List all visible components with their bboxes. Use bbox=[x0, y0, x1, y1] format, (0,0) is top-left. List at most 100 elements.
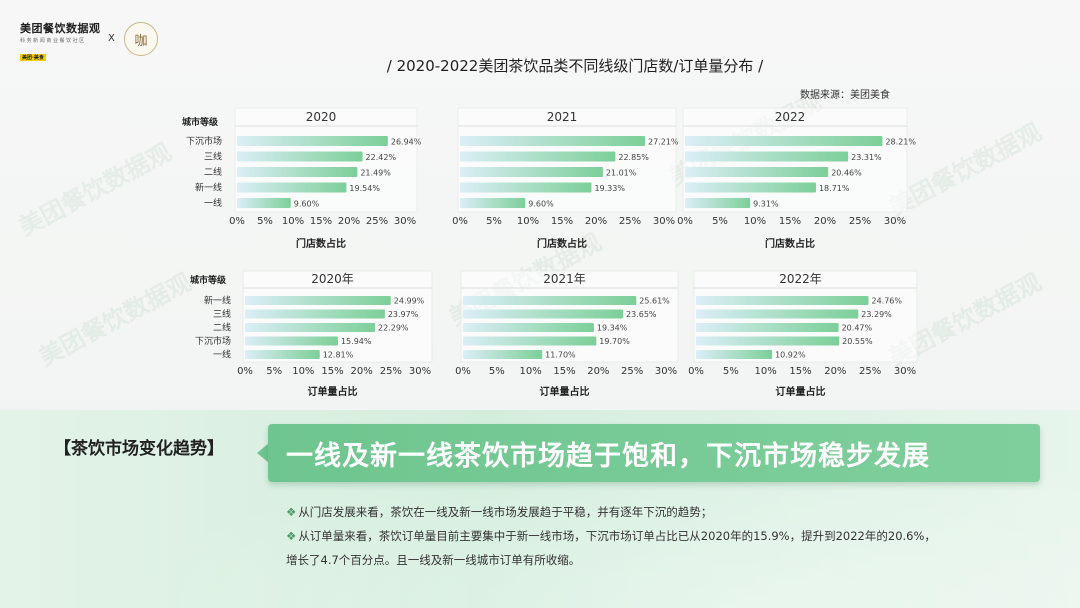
year-label: 2022 bbox=[775, 110, 806, 124]
city-tier-header: 城市等级 bbox=[182, 116, 219, 128]
axis-tick-label: 25% bbox=[859, 366, 881, 377]
page-title: / 2020-2022美团茶饮品类不同线级门店数/订单量分布 / bbox=[386, 57, 764, 75]
data-bar bbox=[460, 182, 592, 193]
data-bar bbox=[463, 350, 543, 359]
bar-value-label: 10.92% bbox=[775, 351, 806, 360]
bar-value-label: 24.99% bbox=[394, 297, 425, 306]
data-bar bbox=[685, 167, 829, 177]
axis-tick-label: 30% bbox=[894, 366, 916, 377]
bar-value-label: 19.54% bbox=[349, 184, 380, 193]
logo-subtitle: 科 务 新 闻 商 业 餐 饮 社 区 bbox=[20, 38, 85, 44]
axis-tick-label: 10% bbox=[744, 216, 766, 227]
x-axis-title: 订单量占比 bbox=[540, 385, 590, 398]
year-label: 2021 bbox=[547, 110, 578, 124]
axis-tick-label: 10% bbox=[292, 366, 314, 377]
data-bar bbox=[463, 296, 637, 305]
bar-value-label: 22.85% bbox=[618, 153, 649, 162]
data-bar bbox=[696, 336, 840, 346]
headline-text: 一线及新一线茶饮市场趋于饱和，下沉市场稳步发展 bbox=[286, 440, 930, 472]
category-label: 二线 bbox=[204, 166, 222, 178]
bar-value-label: 23.65% bbox=[626, 310, 657, 319]
category-label: 三线 bbox=[213, 308, 231, 320]
axis-tick-label: 30% bbox=[653, 216, 675, 227]
axis-tick-label: 30% bbox=[409, 366, 431, 377]
headline-banner: 一线及新一线茶饮市场趋于饱和，下沉市场稳步发展 bbox=[268, 424, 1040, 482]
axis-tick-label: 25% bbox=[366, 216, 388, 227]
axis-tick-label: 20% bbox=[824, 366, 846, 377]
axis-tick-label: 5% bbox=[486, 216, 502, 227]
axis-tick-label: 0% bbox=[677, 216, 693, 227]
data-bar bbox=[685, 136, 883, 146]
data-bar bbox=[460, 198, 526, 208]
axis-tick-label: 15% bbox=[321, 366, 343, 377]
axis-tick-label: 15% bbox=[789, 366, 811, 377]
axis-tick-label: 15% bbox=[551, 216, 573, 227]
category-label: 一线 bbox=[204, 197, 222, 209]
x-axis-title: 门店数占比 bbox=[537, 237, 587, 250]
bullet-diamond-icon: ❖ bbox=[286, 505, 297, 519]
axis-tick-label: 0% bbox=[452, 216, 468, 227]
bar-value-label: 9.60% bbox=[528, 200, 554, 209]
bullet-text: 从门店发展来看，茶饮在一线及新一线市场发展趋于平稳，并有逐年下沉的趋势； bbox=[298, 505, 713, 519]
category-label: 二线 bbox=[213, 322, 231, 334]
data-bar bbox=[245, 296, 391, 305]
axis-tick-label: 5% bbox=[266, 366, 282, 377]
data-bar bbox=[245, 350, 320, 359]
axis-tick-label: 5% bbox=[712, 216, 728, 227]
axis-tick-label: 5% bbox=[257, 216, 273, 227]
bar-value-label: 19.70% bbox=[599, 337, 630, 346]
data-bar bbox=[685, 182, 816, 193]
brand-logo: 美团餐饮数据观 科 务 新 闻 商 业 餐 饮 社 区 美团·美食 bbox=[20, 20, 101, 63]
partner-logo-glyph: 咖 bbox=[134, 33, 148, 49]
data-bar bbox=[685, 151, 849, 162]
bullet-item: ❖ 从订单量来看，茶饮订单量目前主要集中于新一线市场，下沉市场订单占比已从2020… bbox=[286, 524, 1046, 548]
axis-tick-label: 20% bbox=[585, 216, 607, 227]
bar-value-label: 18.71% bbox=[819, 184, 850, 193]
data-bar bbox=[237, 182, 347, 193]
axis-tick-label: 20% bbox=[338, 216, 360, 227]
data-bar bbox=[237, 136, 388, 146]
bar-value-label: 24.76% bbox=[871, 297, 902, 306]
bar-value-label: 20.55% bbox=[842, 337, 873, 346]
data-bar bbox=[463, 336, 597, 346]
logo-title: 美团餐饮数据观 bbox=[20, 22, 101, 35]
category-label: 下沉市场 bbox=[195, 335, 231, 347]
axis-tick-label: 5% bbox=[723, 366, 739, 377]
axis-tick-label: 25% bbox=[621, 366, 643, 377]
category-label: 下沉市场 bbox=[186, 135, 222, 147]
bullet-diamond-icon: ❖ bbox=[286, 529, 297, 543]
bar-value-label: 25.61% bbox=[639, 297, 670, 306]
partner-logo: 咖 bbox=[124, 22, 158, 56]
axis-tick-label: 15% bbox=[310, 216, 332, 227]
bullet-item: 增长了4.7个百分点。且一线及新一线城市订单有所收缩。 bbox=[286, 548, 1046, 572]
bar-value-label: 26.94% bbox=[391, 138, 422, 147]
x-axis-title: 订单量占比 bbox=[776, 385, 826, 398]
data-bar bbox=[460, 151, 616, 162]
bar-value-label: 23.97% bbox=[388, 310, 419, 319]
bullet-item: ❖ 从门店发展来看，茶饮在一线及新一线市场发展趋于平稳，并有逐年下沉的趋势； bbox=[286, 500, 1046, 524]
category-label: 一线 bbox=[213, 349, 231, 361]
data-bar bbox=[463, 309, 624, 319]
data-bar bbox=[463, 323, 594, 332]
category-label: 新一线 bbox=[195, 182, 222, 194]
city-tier-header: 城市等级 bbox=[190, 274, 227, 286]
data-bar bbox=[245, 309, 385, 319]
data-bar bbox=[460, 136, 646, 146]
bar-value-label: 27.21% bbox=[648, 138, 679, 147]
axis-tick-label: 0% bbox=[229, 216, 245, 227]
bar-value-label: 23.29% bbox=[861, 310, 892, 319]
axis-tick-label: 10% bbox=[282, 216, 304, 227]
axis-tick-label: 0% bbox=[455, 366, 471, 377]
data-bar bbox=[696, 323, 839, 332]
data-bar bbox=[237, 167, 358, 177]
category-label: 三线 bbox=[204, 151, 222, 163]
banner-notch bbox=[257, 443, 269, 463]
axis-tick-label: 30% bbox=[655, 366, 677, 377]
data-bar bbox=[245, 336, 338, 346]
bar-value-label: 19.34% bbox=[597, 324, 628, 333]
data-bar bbox=[237, 198, 291, 208]
axis-tick-label: 10% bbox=[520, 366, 542, 377]
bar-value-label: 22.42% bbox=[366, 153, 397, 162]
axis-tick-label: 25% bbox=[380, 366, 402, 377]
bar-value-label: 11.70% bbox=[545, 351, 576, 360]
